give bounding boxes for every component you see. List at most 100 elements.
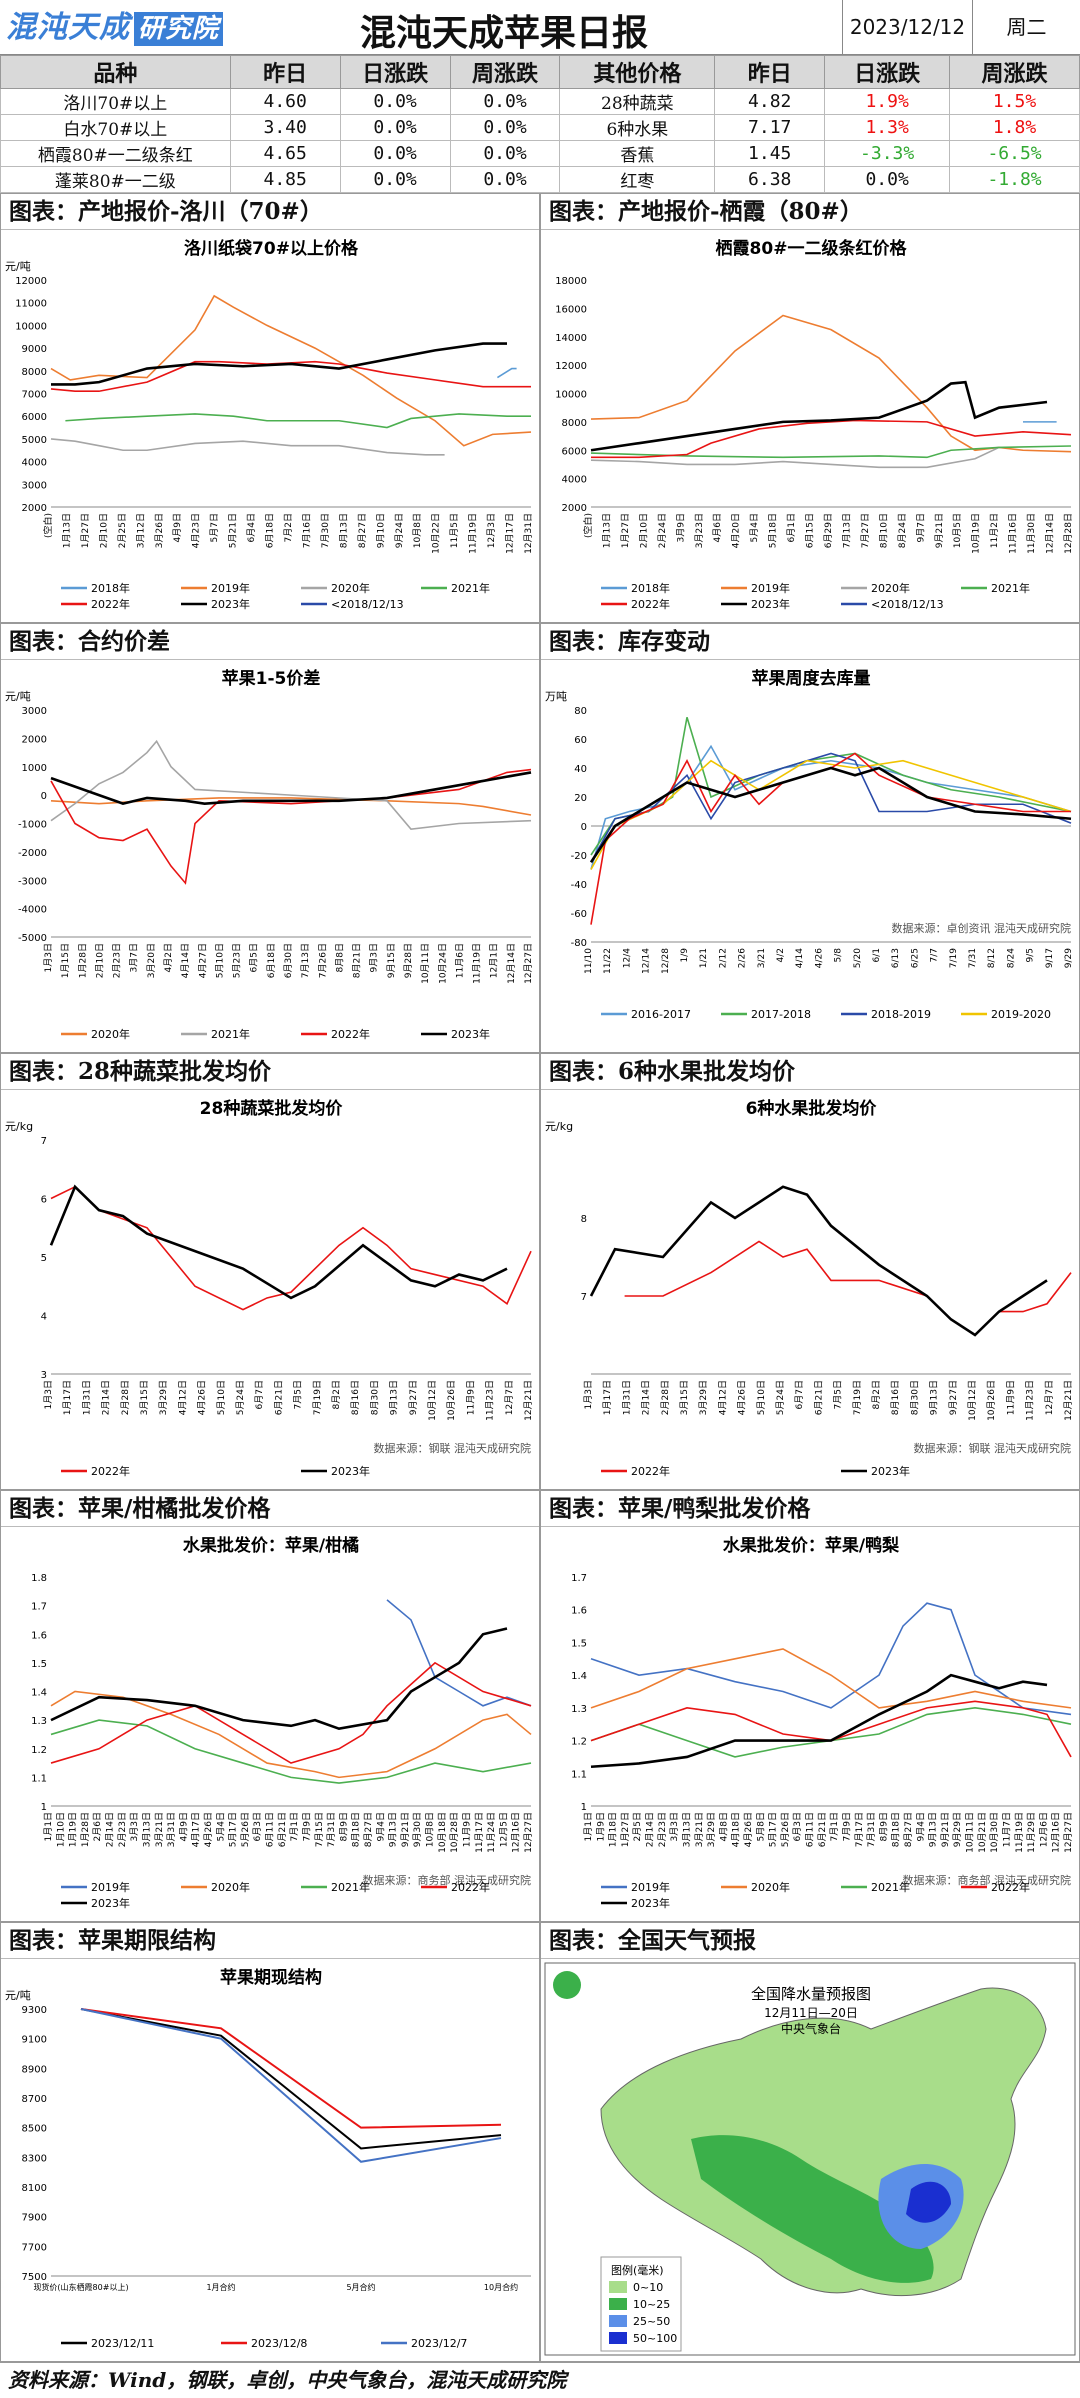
y-tick-label: 1.1: [571, 1769, 587, 1780]
price-cell: 1.3%: [824, 114, 951, 141]
x-tick-label: 4月8日: [718, 1812, 729, 1841]
legend-label: 25~50: [633, 2315, 670, 2328]
x-tick-label: 11月24日: [486, 1812, 497, 1853]
legend-label: 2023年: [331, 1464, 370, 1478]
price-col-header: 日涨跌: [824, 55, 951, 89]
x-tick-label: 5月4日: [215, 1812, 226, 1841]
x-tick-label: 11月2日: [989, 513, 1000, 548]
price-cell: 4.82: [714, 88, 826, 115]
y-tick-label: 10000: [555, 390, 587, 401]
x-tick-label: 1月28日: [77, 943, 88, 978]
x-tick-label: 11月29日: [1026, 1812, 1037, 1853]
x-tick-label: (空白): [42, 513, 54, 538]
x-tick-label: 9/17: [1045, 948, 1055, 968]
x-tick-label: 3月13日: [141, 1812, 152, 1847]
chart-title: 水果批发价：苹果/鸭梨: [723, 1535, 900, 1556]
x-tick-label: 5月24日: [235, 1380, 246, 1415]
x-tick-label: 1月17日: [62, 1380, 73, 1415]
x-tick-label: 2月28日: [120, 1380, 131, 1415]
series-line: [590, 717, 1072, 856]
x-tick-label: 6月18日: [266, 943, 277, 978]
series-line: [590, 446, 1000, 469]
x-tick-label: 7月27日: [860, 513, 871, 548]
panel-inventory: 图表：库存变动 苹果周度去库量 万吨 -80 -60 -40 -20 0 20 40 60 80 11…: [540, 623, 1080, 1053]
legend-label: 2023年: [451, 1027, 490, 1041]
y-tick-label: -40: [571, 880, 587, 891]
x-tick-label: 3月21日: [154, 1812, 165, 1847]
x-tick-label: 4月14日: [180, 943, 191, 978]
chart-title: 苹果周度去库量: [752, 668, 871, 689]
x-tick-label: 7月1日: [289, 1812, 300, 1841]
x-tick-label: 4月23日: [191, 513, 202, 548]
weather-map: 全国降水量预报图 12月11日—20日 中央气象台 图例(毫米) 0~10 10~…: [544, 1962, 1076, 2356]
x-tick-label: 11月16日: [1008, 513, 1019, 554]
price-cell: 红枣: [559, 166, 716, 193]
series-line: [590, 759, 1072, 870]
y-tick-label: 1.2: [571, 1737, 587, 1748]
legend-label: 2017-2018: [751, 1008, 811, 1021]
x-tick-label: 3月26日: [154, 513, 165, 548]
x-tick-label: 7月9日: [301, 1812, 312, 1841]
x-tick-label: 2月24日: [657, 513, 668, 548]
chart-title: 28种蔬菜批发均价: [200, 1098, 344, 1119]
series-line: [386, 1599, 532, 1707]
x-tick-label: 9月27日: [408, 1380, 419, 1415]
x-tick-label: 8月24日: [897, 513, 908, 548]
series-line: [80, 2008, 502, 2163]
price-table-header: 品种 昨日 日涨跌 周涨跌 其他价格 昨日 日涨跌 周涨跌: [0, 55, 1080, 89]
x-tick-label: 10月19日: [971, 513, 982, 554]
x-tick-label: 6/13: [891, 948, 901, 968]
price-cell: 0.0%: [824, 166, 951, 193]
legend-label: 2022年: [91, 597, 130, 611]
y-tick-label: 9100: [22, 2035, 47, 2046]
x-tick-label: 5月8日: [755, 1812, 766, 1841]
series-line: [590, 1648, 1072, 1709]
panel-heading: 图表：合约价差: [1, 624, 539, 660]
legend-label: 2023/12/8: [251, 2337, 307, 2350]
x-tick-label: 3月9日: [675, 513, 686, 542]
y-tick-label: 7: [581, 1292, 587, 1303]
x-tick-label: 7/31: [968, 948, 978, 968]
y-tick-label: 1.4: [31, 1688, 47, 1699]
x-tick-label: 10月26日: [446, 1380, 457, 1421]
x-tick-label: 5/8: [834, 948, 844, 963]
legend-swatch: [609, 2332, 627, 2344]
legend-label: 2019-2020: [991, 1008, 1051, 1021]
y-tick-label: 1.2: [31, 1745, 47, 1756]
price-cell: 0.0%: [449, 88, 561, 115]
x-tick-label: 2月6日: [92, 1812, 103, 1841]
x-tick-label: 8月8日: [334, 943, 345, 972]
x-tick-label: 1月3日: [43, 943, 54, 972]
x-tick-label: 8月10日: [878, 513, 889, 548]
y-tick-label: -3000: [18, 876, 47, 887]
x-tick-label: 4月26日: [743, 1812, 754, 1847]
x-tick-label: 7/19: [949, 948, 959, 968]
x-tick-label: 7月9日: [841, 1812, 852, 1841]
x-tick-label: 8月27日: [903, 1812, 914, 1847]
x-tick-label: 1月13日: [601, 513, 612, 548]
x-tick-label: 10月30日: [989, 1812, 1000, 1853]
x-tick-label: 9月13日: [929, 1380, 940, 1415]
y-tick-label: 40: [574, 764, 587, 775]
x-tick-label: 2月25日: [117, 513, 128, 548]
price-table: 品种 昨日 日涨跌 周涨跌 其他价格 昨日 日涨跌 周涨跌 洛川70#以上 4.60 0.0% 0.…: [0, 55, 1080, 193]
x-tick-label: 3月21日: [694, 1812, 705, 1847]
x-tick-label: 8月9日: [338, 1812, 349, 1841]
price-cell: 0.0%: [339, 166, 451, 193]
y-tick-label: 4000: [562, 475, 587, 486]
y-tick-label: 5000: [22, 435, 47, 446]
x-tick-label: 4月9日: [178, 1812, 189, 1841]
map-subtitle: 12月11日—20日: [764, 2006, 858, 2020]
series-line: [65, 413, 531, 429]
y-tick-label: 8500: [22, 2124, 47, 2135]
x-tick-label: 4月20日: [731, 513, 742, 548]
panel-weather: 图表：全国天气预报 全国降水量预报图 12月11日—20日 中央气象台 图例(毫…: [540, 1922, 1080, 2362]
x-tick-label: 8月9日: [878, 1812, 889, 1841]
x-tick-label: 1月1日: [583, 1812, 594, 1841]
x-tick-label: 4/2: [776, 948, 786, 962]
price-cell: 0.0%: [339, 114, 451, 141]
x-tick-label: 2月14日: [105, 1812, 116, 1847]
y-tick-label: 8300: [22, 2153, 47, 2164]
x-tick-label: 5月24日: [775, 1380, 786, 1415]
price-cell: 白水70#以上: [0, 114, 231, 141]
